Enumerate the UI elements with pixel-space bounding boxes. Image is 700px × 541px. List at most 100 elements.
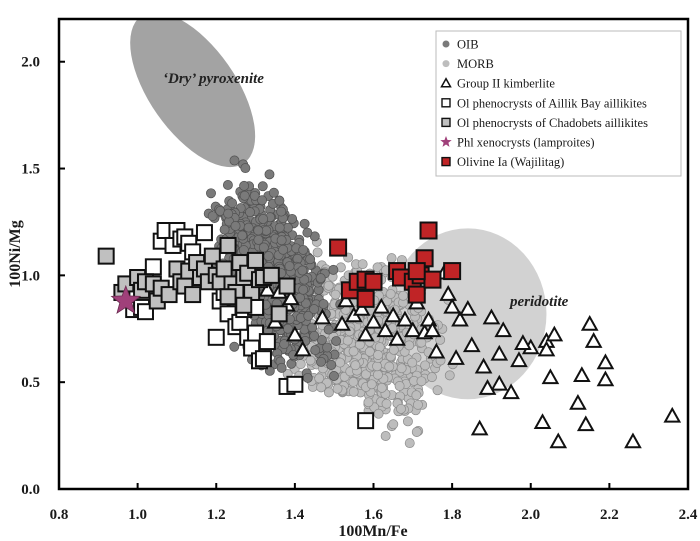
y-tick-label: 1.0 <box>21 268 40 284</box>
oib-point <box>243 222 254 233</box>
oib-point <box>283 222 293 233</box>
olivine-square <box>407 262 426 281</box>
morb-point <box>305 355 316 366</box>
oib-point <box>318 299 329 309</box>
kimberlite-triangle <box>580 314 599 331</box>
oib-point <box>274 195 285 206</box>
kimberlite-triangle <box>490 344 509 361</box>
morb-point <box>372 369 383 380</box>
morb-point <box>372 361 383 372</box>
kimberlite-triangle <box>569 393 587 410</box>
legend-item: Ol phenocrysts of Chadobets aillikites <box>441 116 648 130</box>
x-tick-label: 1.4 <box>286 507 305 523</box>
oib-point <box>302 227 313 238</box>
aillik-square <box>195 224 213 242</box>
morb-point <box>316 382 327 393</box>
aillik-square <box>357 412 375 430</box>
x-tick-label: 1.8 <box>443 507 462 523</box>
oib-point <box>274 222 285 233</box>
kimberlite-triangle <box>510 351 528 368</box>
oib-point <box>315 273 326 284</box>
kimberlite-triangle <box>596 353 615 370</box>
oib-point <box>276 362 287 373</box>
aillik-square <box>144 258 162 276</box>
morb-point <box>413 399 423 410</box>
morb-point <box>342 335 353 346</box>
morb-point <box>380 431 391 441</box>
kimberlite-triangle <box>258 280 277 297</box>
field-dry-pyroxenite <box>130 19 256 168</box>
oib-point <box>238 245 249 256</box>
kimberlite-triangle <box>545 325 564 342</box>
oib-point <box>237 230 248 241</box>
x-tick-label: 1.6 <box>364 507 383 523</box>
kimberlite-triangle <box>356 325 375 342</box>
oib-point <box>322 342 333 353</box>
oib-point <box>298 244 309 255</box>
chadobets-square <box>219 288 237 306</box>
morb-point <box>350 360 361 371</box>
kimberlite-triangle <box>576 415 595 432</box>
morb-point <box>416 337 427 348</box>
legend-item: Olivine Ia (Wajilitag) <box>441 155 564 169</box>
legend-label: MORB <box>457 57 494 71</box>
x-tick-label: 2.4 <box>679 507 698 523</box>
oib-point <box>239 180 250 191</box>
morb-point <box>388 344 399 355</box>
legend-box <box>435 30 682 177</box>
olivine-square <box>407 285 426 304</box>
morb-point <box>444 370 455 381</box>
oib-point <box>257 195 268 206</box>
morb-point <box>323 280 334 291</box>
morb-point <box>323 387 334 398</box>
oib-point <box>305 254 316 265</box>
olivine-square <box>443 262 462 281</box>
oib-point <box>297 265 308 276</box>
oib-point <box>268 187 279 198</box>
kimberlite-triangle <box>537 340 556 357</box>
oib-point <box>229 155 240 166</box>
chadobets-square <box>262 266 280 284</box>
morb-point <box>373 408 384 419</box>
legend-label: Ol phenocrysts of Chadobets aillikites <box>457 116 648 130</box>
y-axis-title: 100Ni/Mg <box>7 220 24 288</box>
field-label-dry-pyroxenite: ‘Dry’ pyroxenite <box>163 71 264 87</box>
y-tick-label: 2.0 <box>21 55 40 71</box>
chadobets-square <box>97 247 115 265</box>
kimberlite-triangle <box>376 321 395 338</box>
oib-point <box>326 359 337 370</box>
square-legend-marker <box>441 117 451 128</box>
morb-point <box>335 357 346 368</box>
chadobets-square <box>247 251 265 269</box>
chadobets-square <box>160 286 178 304</box>
kimberlite-triangle <box>474 357 493 374</box>
oib-point <box>264 169 275 180</box>
morb-point <box>411 390 422 401</box>
oib-point <box>239 190 250 201</box>
oib-point <box>300 298 311 309</box>
oib-point <box>298 284 309 295</box>
morb-point <box>348 386 359 397</box>
oib-point <box>331 336 342 347</box>
kimberlite-triangle <box>470 419 489 436</box>
morb-point <box>404 438 415 449</box>
morb-point <box>404 340 415 351</box>
oib-point <box>245 207 255 218</box>
kimberlite-triangle <box>459 299 477 316</box>
kimberlite-triangle <box>663 406 682 423</box>
y-tick-label: 0.5 <box>21 375 40 391</box>
oib-point <box>302 372 313 383</box>
morb-point <box>396 403 406 414</box>
olivine-square <box>419 221 438 240</box>
olivine-square <box>364 272 383 291</box>
kimberlite-triangle <box>447 349 465 365</box>
oib-point <box>207 211 218 222</box>
oib-point <box>316 335 327 345</box>
oib-point <box>309 304 320 315</box>
chadobets-square <box>184 286 202 304</box>
lamproite-star <box>110 284 142 315</box>
oib-point <box>282 323 293 334</box>
oib-point <box>253 225 264 236</box>
legend-item: Phl xenocrysts (lamproites) <box>440 136 594 150</box>
